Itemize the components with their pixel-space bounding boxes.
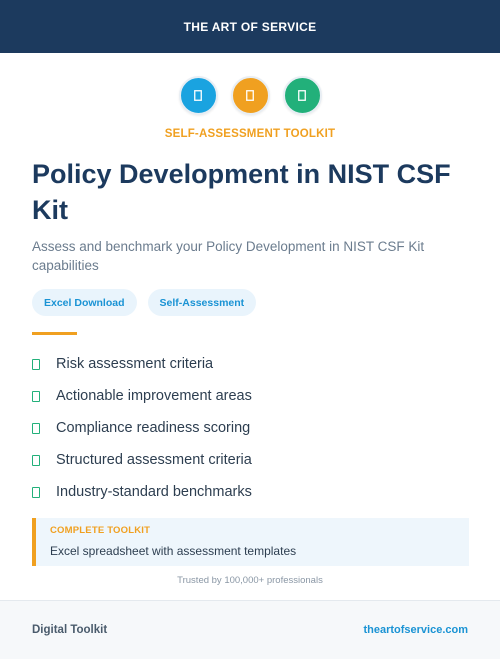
- tag-self-assessment: Self-Assessment: [147, 289, 257, 316]
- feature-label: Industry-standard benchmarks: [56, 484, 252, 500]
- toolkit-label: COMPLETE TOOLKIT: [50, 525, 151, 536]
- check-icon: [32, 390, 40, 402]
- tag-list: Excel Download Self-Assessment: [32, 289, 257, 316]
- page-subtitle: Assess and benchmark your Policy Develop…: [32, 239, 425, 273]
- website-link[interactable]: theartofservice.com: [363, 624, 468, 636]
- list-item: Structured assessment criteria: [32, 444, 252, 476]
- orange-circle-icon: [230, 76, 270, 115]
- check-icon: [32, 358, 40, 370]
- check-icon: [32, 454, 40, 466]
- toolkit-description: Excel spreadsheet with assessment templa…: [50, 544, 297, 558]
- glyph-icon: [194, 90, 202, 101]
- tag-excel-download: Excel Download: [32, 289, 137, 316]
- accent-divider: [32, 332, 77, 335]
- glyph-icon: [298, 90, 306, 101]
- icon-row: [0, 76, 500, 115]
- brand-title: THE ART OF SERVICE: [183, 19, 317, 34]
- blue-circle-icon: [178, 76, 218, 115]
- page-title: Policy Development in NIST CSF Kit: [32, 159, 451, 225]
- list-item: Industry-standard benchmarks: [32, 476, 252, 508]
- feature-label: Actionable improvement areas: [56, 388, 252, 404]
- list-item: Actionable improvement areas: [32, 380, 252, 412]
- footer-label: Digital Toolkit: [32, 624, 108, 636]
- check-icon: [32, 486, 40, 498]
- feature-label: Structured assessment criteria: [56, 452, 252, 468]
- trust-note: Trusted by 100,000+ professionals: [177, 575, 323, 586]
- list-item: Risk assessment criteria: [32, 348, 252, 380]
- glyph-icon: [246, 90, 254, 101]
- check-icon: [32, 422, 40, 434]
- feature-label: Risk assessment criteria: [56, 356, 214, 372]
- footer: Digital Toolkit theartofservice.com: [0, 600, 500, 659]
- list-item: Compliance readiness scoring: [32, 412, 252, 444]
- header-banner: THE ART OF SERVICE: [0, 0, 500, 53]
- green-circle-icon: [282, 76, 322, 115]
- feature-list: Risk assessment criteria Actionable impr…: [32, 348, 252, 508]
- toolkit-callout: COMPLETE TOOLKIT Excel spreadsheet with …: [32, 518, 469, 566]
- eyebrow-label: SELF-ASSESSMENT TOOLKIT: [164, 128, 336, 140]
- feature-label: Compliance readiness scoring: [56, 420, 251, 436]
